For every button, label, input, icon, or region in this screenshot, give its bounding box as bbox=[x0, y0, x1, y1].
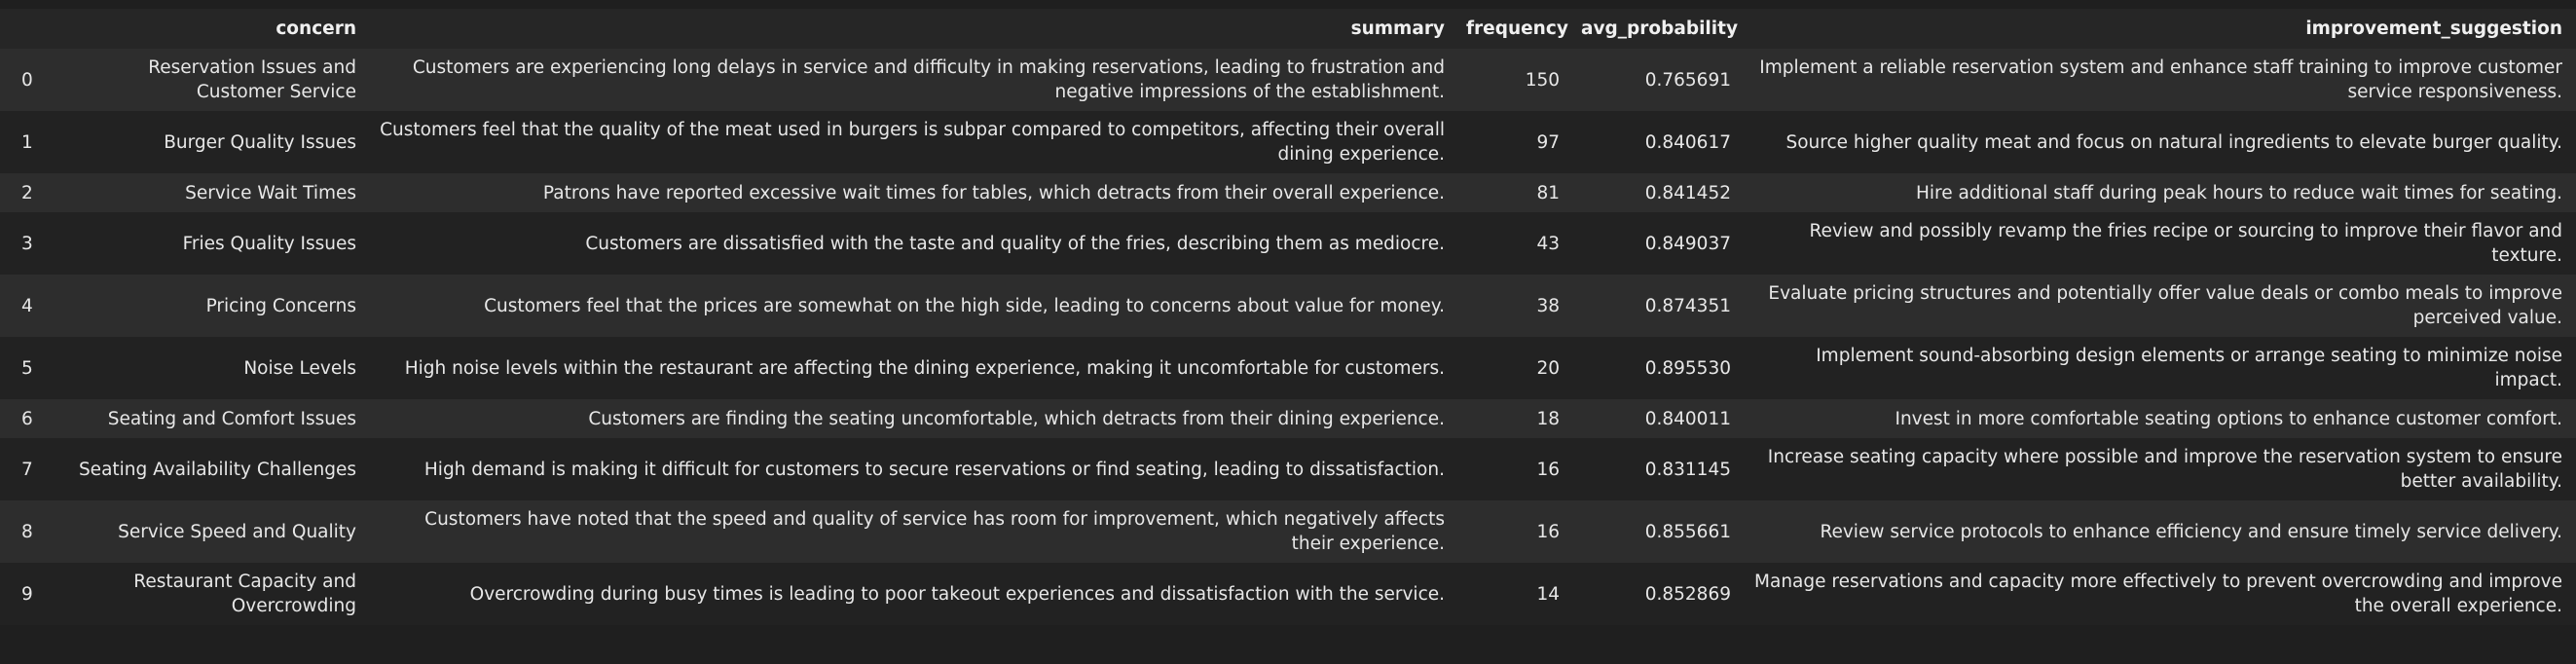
row-index: 9 bbox=[0, 563, 49, 625]
improvement-suggestion-cell: Review service protocols to enhance effi… bbox=[1745, 500, 2576, 563]
improvement-suggestion-cell: Implement a reliable reservation system … bbox=[1745, 49, 2576, 111]
summary-cell: Customers are experiencing long delays i… bbox=[370, 49, 1458, 111]
avg-probability-cell: 0.840617 bbox=[1573, 111, 1745, 173]
index-header bbox=[0, 9, 49, 49]
concern-cell: Seating and Comfort Issues bbox=[49, 399, 370, 438]
improvement-suggestion-cell: Evaluate pricing structures and potentia… bbox=[1745, 275, 2576, 337]
summary-cell: Overcrowding during busy times is leadin… bbox=[370, 563, 1458, 625]
frequency-cell: 97 bbox=[1458, 111, 1573, 173]
avg-probability-cell: 0.895530 bbox=[1573, 337, 1745, 399]
frequency-cell: 16 bbox=[1458, 438, 1573, 500]
improvement-suggestion-cell: Manage reservations and capacity more ef… bbox=[1745, 563, 2576, 625]
frequency-cell: 18 bbox=[1458, 399, 1573, 438]
concern-cell: Service Speed and Quality bbox=[49, 500, 370, 563]
concern-header: concern bbox=[49, 9, 370, 49]
concern-cell: Fries Quality Issues bbox=[49, 212, 370, 275]
avg-probability-cell: 0.855661 bbox=[1573, 500, 1745, 563]
row-index: 3 bbox=[0, 212, 49, 275]
concern-cell: Pricing Concerns bbox=[49, 275, 370, 337]
summary-cell: Customers are dissatisfied with the tast… bbox=[370, 212, 1458, 275]
avg-probability-cell: 0.840011 bbox=[1573, 399, 1745, 438]
table-row: 4 Pricing Concerns Customers feel that t… bbox=[0, 275, 2576, 337]
improvement-suggestion-cell: Increase seating capacity where possible… bbox=[1745, 438, 2576, 500]
dataframe-output: concern summary frequency avg_probabilit… bbox=[0, 9, 2576, 625]
summary-cell: Customers feel that the prices are somew… bbox=[370, 275, 1458, 337]
avg-probability-cell: 0.765691 bbox=[1573, 49, 1745, 111]
concern-cell: Noise Levels bbox=[49, 337, 370, 399]
improvement-suggestion-cell: Hire additional staff during peak hours … bbox=[1745, 173, 2576, 212]
row-index: 2 bbox=[0, 173, 49, 212]
table-row: 8 Service Speed and Quality Customers ha… bbox=[0, 500, 2576, 563]
avg-probability-cell: 0.852869 bbox=[1573, 563, 1745, 625]
row-index: 4 bbox=[0, 275, 49, 337]
avg-probability-cell: 0.841452 bbox=[1573, 173, 1745, 212]
improvement-suggestion-cell: Source higher quality meat and focus on … bbox=[1745, 111, 2576, 173]
summary-cell: Customers have noted that the speed and … bbox=[370, 500, 1458, 563]
avg-probability-cell: 0.831145 bbox=[1573, 438, 1745, 500]
table-row: 0 Reservation Issues and Customer Servic… bbox=[0, 49, 2576, 111]
concern-cell: Reservation Issues and Customer Service bbox=[49, 49, 370, 111]
concern-cell: Restaurant Capacity and Overcrowding bbox=[49, 563, 370, 625]
table-row: 6 Seating and Comfort Issues Customers a… bbox=[0, 399, 2576, 438]
improvement-suggestion-cell: Invest in more comfortable seating optio… bbox=[1745, 399, 2576, 438]
summary-cell: High noise levels within the restaurant … bbox=[370, 337, 1458, 399]
table-row: 1 Burger Quality Issues Customers feel t… bbox=[0, 111, 2576, 173]
frequency-cell: 43 bbox=[1458, 212, 1573, 275]
frequency-cell: 14 bbox=[1458, 563, 1573, 625]
frequency-cell: 38 bbox=[1458, 275, 1573, 337]
summary-cell: Customers feel that the quality of the m… bbox=[370, 111, 1458, 173]
frequency-cell: 150 bbox=[1458, 49, 1573, 111]
row-index: 8 bbox=[0, 500, 49, 563]
row-index: 5 bbox=[0, 337, 49, 399]
frequency-cell: 16 bbox=[1458, 500, 1573, 563]
frequency-cell: 81 bbox=[1458, 173, 1573, 212]
avg-probability-header: avg_probability bbox=[1573, 9, 1745, 49]
concern-cell: Service Wait Times bbox=[49, 173, 370, 212]
table-row: 2 Service Wait Times Patrons have report… bbox=[0, 173, 2576, 212]
concern-cell: Burger Quality Issues bbox=[49, 111, 370, 173]
avg-probability-cell: 0.849037 bbox=[1573, 212, 1745, 275]
summary-cell: Customers are finding the seating uncomf… bbox=[370, 399, 1458, 438]
frequency-cell: 20 bbox=[1458, 337, 1573, 399]
table-row: 7 Seating Availability Challenges High d… bbox=[0, 438, 2576, 500]
dataframe-table: concern summary frequency avg_probabilit… bbox=[0, 9, 2576, 625]
avg-probability-cell: 0.874351 bbox=[1573, 275, 1745, 337]
improvement-suggestion-cell: Implement sound-absorbing design element… bbox=[1745, 337, 2576, 399]
row-index: 0 bbox=[0, 49, 49, 111]
summary-header: summary bbox=[370, 9, 1458, 49]
improvement-suggestion-header: improvement_suggestion bbox=[1745, 9, 2576, 49]
row-index: 7 bbox=[0, 438, 49, 500]
row-index: 6 bbox=[0, 399, 49, 438]
header-row: concern summary frequency avg_probabilit… bbox=[0, 9, 2576, 49]
table-row: 3 Fries Quality Issues Customers are dis… bbox=[0, 212, 2576, 275]
table-row: 9 Restaurant Capacity and Overcrowding O… bbox=[0, 563, 2576, 625]
improvement-suggestion-cell: Review and possibly revamp the fries rec… bbox=[1745, 212, 2576, 275]
summary-cell: Patrons have reported excessive wait tim… bbox=[370, 173, 1458, 212]
table-row: 5 Noise Levels High noise levels within … bbox=[0, 337, 2576, 399]
frequency-header: frequency bbox=[1458, 9, 1573, 49]
row-index: 1 bbox=[0, 111, 49, 173]
concern-cell: Seating Availability Challenges bbox=[49, 438, 370, 500]
summary-cell: High demand is making it difficult for c… bbox=[370, 438, 1458, 500]
